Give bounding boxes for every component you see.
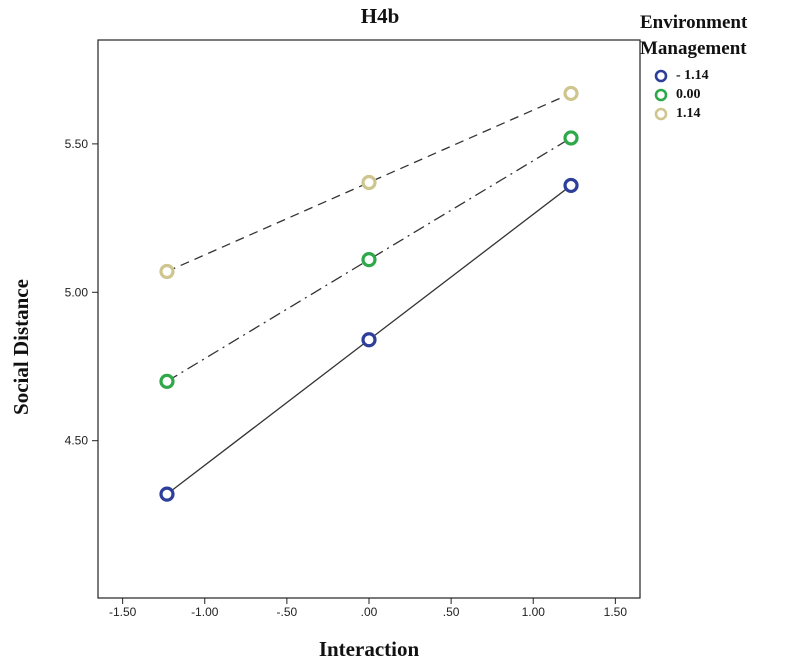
x-tick-label: .00	[361, 605, 378, 619]
data-point-series-1	[563, 130, 579, 146]
legend-marker-icon	[654, 88, 668, 101]
plot-frame	[97, 39, 641, 599]
series-line-2	[166, 92, 572, 273]
y-tick-label: 5.00	[65, 285, 89, 299]
x-tick-label: .50	[443, 605, 460, 619]
data-point-series-0	[159, 486, 175, 502]
legend-marker-icon	[654, 69, 668, 82]
data-point-series-2	[159, 263, 175, 280]
x-tick-label: -1.50	[109, 605, 137, 619]
data-point-series-0	[361, 332, 377, 348]
chart-title: H4b	[360, 4, 400, 28]
x-tick-label: 1.50	[604, 605, 628, 619]
legend-item-2: 1.14	[640, 104, 800, 123]
y-tick-label: 5.50	[65, 137, 89, 151]
y-tick-label: 4.50	[65, 434, 89, 448]
series-line-1	[166, 137, 572, 382]
legend-item-0: - 1.14	[640, 66, 800, 85]
legend-items: - 1.14 0.00 1.14	[640, 66, 800, 123]
data-point-series-2	[361, 174, 377, 191]
x-axis-label: Interaction	[319, 637, 420, 661]
legend: Environment Management - 1.14 0.00 1.14	[640, 10, 800, 123]
legend-label: 0.00	[676, 86, 701, 102]
data-point-series-1	[361, 252, 377, 268]
legend-marker-icon	[654, 107, 668, 120]
x-tick-label: 1.00	[522, 605, 546, 619]
legend-item-1: 0.00	[640, 85, 800, 104]
data-point-series-1	[159, 373, 175, 389]
y-axis-label: Social Distance	[9, 279, 33, 415]
data-point-series-0	[563, 177, 579, 194]
x-tick-label: -.50	[277, 605, 298, 619]
x-tick-label: -1.00	[191, 605, 219, 619]
legend-title: Environment Management	[640, 12, 748, 59]
data-point-series-2	[563, 85, 579, 102]
legend-label: 1.14	[676, 105, 701, 121]
legend-label: - 1.14	[676, 67, 709, 83]
